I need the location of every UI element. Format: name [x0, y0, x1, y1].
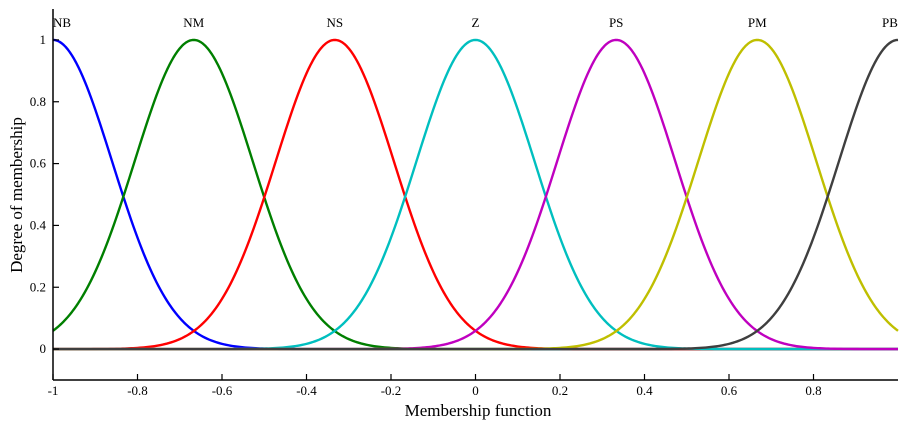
x-tick-label: 0.4	[636, 383, 653, 398]
curve-label-pb: PB	[882, 15, 898, 30]
x-tick-label: -0.8	[127, 383, 148, 398]
series-line-pm	[53, 38, 899, 351]
y-tick-label: 0.2	[30, 279, 46, 294]
series-line-ps	[53, 38, 898, 351]
series-line-nm	[52, 38, 898, 351]
x-tick-label: -0.2	[381, 383, 402, 398]
y-tick-label: 0	[40, 341, 47, 356]
curve-label-nb: NB	[53, 15, 71, 30]
y-axis-title: Degree of membership	[7, 117, 26, 273]
x-tick-label: -0.6	[212, 383, 233, 398]
curve-label-z: Z	[472, 15, 480, 30]
x-tick-label: -0.4	[296, 383, 317, 398]
x-tick-label: 0.6	[721, 383, 738, 398]
x-tick-label: 0.2	[552, 383, 568, 398]
x-tick-label: -1	[48, 383, 59, 398]
series-line-pb	[53, 38, 899, 351]
curve-label-ps: PS	[609, 15, 623, 30]
curve-label-ns: NS	[326, 15, 343, 30]
curve-label-nm: NM	[183, 15, 204, 30]
x-tick-label: 0	[472, 383, 479, 398]
series-line-ns	[53, 38, 898, 351]
curve-label-pm: PM	[748, 15, 767, 30]
x-tick-label: 0.8	[805, 383, 821, 398]
y-tick-label: 0.4	[30, 217, 47, 232]
y-tick-label: 0.8	[30, 94, 46, 109]
series-line-z	[53, 38, 898, 351]
y-tick-label: 0.6	[30, 156, 47, 171]
x-axis-title: Membership function	[405, 401, 552, 420]
series-line-nb	[52, 38, 898, 351]
y-tick-label: 1	[40, 32, 47, 47]
